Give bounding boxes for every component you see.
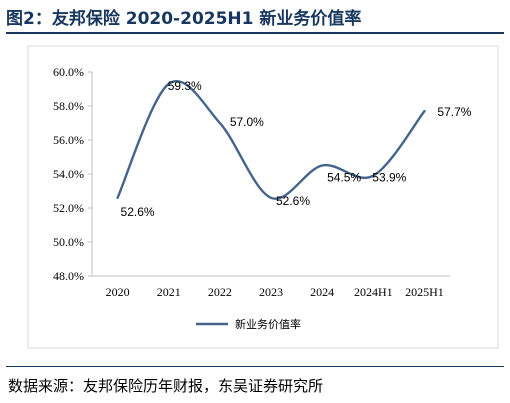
data-label: 52.6%: [121, 205, 155, 219]
x-tick-label: 2024H1: [354, 285, 393, 299]
title-rule: [6, 32, 504, 34]
plot-frame: [27, 45, 499, 349]
legend-label: 新业务价值率: [235, 317, 301, 331]
chart-title: 图2：友邦保险 2020-2025H1 新业务价值率: [6, 9, 362, 29]
x-tick-label: 2024: [310, 285, 334, 299]
y-tick-label: 60.0%: [53, 65, 84, 79]
x-tick-label: 2022: [208, 285, 232, 299]
x-tick-label: 2021: [157, 285, 181, 299]
y-tick-label: 58.0%: [53, 99, 84, 113]
y-tick-label: 50.0%: [53, 235, 84, 249]
x-tick-label: 2020: [106, 285, 130, 299]
y-tick-label: 54.0%: [53, 167, 84, 181]
y-tick-label: 56.0%: [53, 133, 84, 147]
x-tick-label: 2025H1: [405, 285, 444, 299]
y-tick-label: 48.0%: [53, 269, 84, 283]
line-chart: 48.0% 50.0% 52.0% 54.0% 56.0% 58.0% 60.0% 2020…: [27, 45, 499, 349]
source-rule: [6, 366, 504, 367]
source-note: 数据来源：友邦保险历年财报，东吴证券研究所: [8, 377, 324, 395]
data-label: 53.9%: [372, 171, 406, 185]
data-label: 54.5%: [327, 171, 361, 185]
data-label: 52.6%: [276, 194, 310, 208]
legend: 新业务价值率: [196, 317, 301, 331]
data-label: 59.3%: [168, 79, 202, 93]
x-tick-label: 2023: [259, 285, 283, 299]
y-tick-label: 52.0%: [53, 201, 84, 215]
data-label: 57.0%: [230, 115, 264, 129]
series-line-new-business-margin: [116, 80, 426, 200]
data-label: 57.7%: [437, 105, 471, 119]
